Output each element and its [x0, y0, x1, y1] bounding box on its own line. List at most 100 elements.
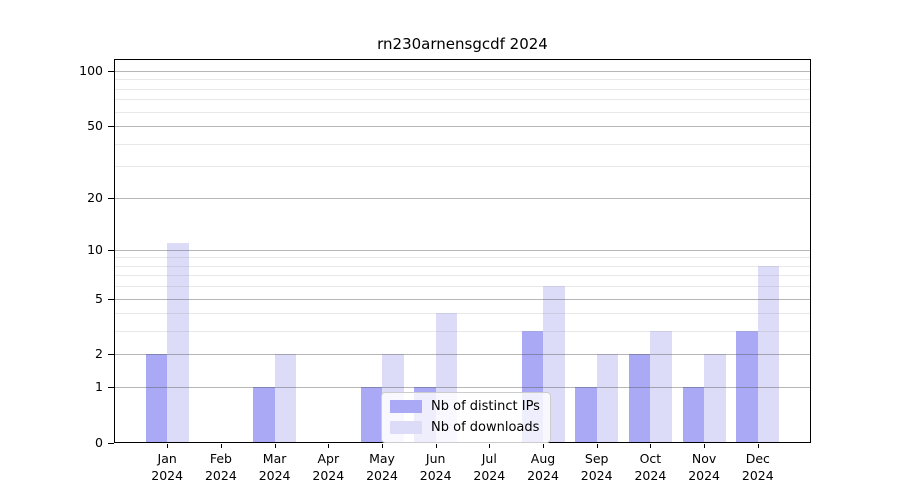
y-tick-label-5: 5 [95, 290, 103, 306]
gridline-minor-90 [114, 79, 811, 81]
x-tick-aug [543, 444, 544, 448]
x-tick-label-year-mar: 2024 [258, 467, 291, 483]
ips-bar-dec [736, 331, 758, 443]
x-tick-label-year-nov: 2024 [688, 467, 720, 483]
x-tick-jun [435, 444, 437, 448]
x-tick-label-month-feb: Feb [209, 451, 232, 466]
x-tick-mar [274, 444, 276, 448]
gridline-minor-3 [114, 331, 811, 333]
x-tick-label-year-oct: 2024 [634, 467, 667, 483]
x-tick-label-month-aug: Aug [530, 451, 556, 466]
y-tick-0 [108, 443, 114, 444]
y-tick-10 [108, 249, 114, 251]
x-tick-label-mar: Mar 2024 [245, 451, 305, 484]
x-tick-label-nov: Nov 2024 [674, 451, 734, 484]
y-tick-20 [108, 197, 114, 199]
x-tick-may [382, 444, 383, 448]
gridline-minor-8 [114, 265, 811, 267]
x-tick-label-month-jan: Jan [157, 451, 177, 466]
x-tick-sep [596, 444, 598, 448]
gridline-minor-6 [114, 286, 811, 288]
x-tick-label-dec: Dec 2024 [728, 451, 788, 484]
x-tick-label-sep: Sep 2024 [567, 451, 627, 484]
x-tick-label-year-apr: 2024 [312, 467, 345, 483]
y-tick-50 [108, 126, 114, 127]
x-tick-label-year-dec: 2024 [741, 467, 774, 483]
downloads-bar-mar [274, 354, 297, 443]
x-tick-oct [650, 444, 652, 448]
gridline-major-100 [114, 70, 811, 72]
y-tick-5 [108, 298, 114, 300]
gridline-major-1 [114, 387, 811, 389]
y-tick-label-1: 1 [95, 379, 103, 395]
ips-bar-oct [629, 354, 651, 443]
x-tick-label-month-nov: Nov [691, 451, 717, 466]
gridline-major-20 [114, 197, 811, 199]
ips-bar-mar [253, 387, 275, 443]
x-tick-label-month-may: May [369, 451, 395, 466]
x-tick-label-year-feb: 2024 [204, 467, 237, 483]
gridline-major-50 [114, 126, 811, 127]
x-tick-label-oct: Oct 2024 [620, 451, 680, 484]
downloads-bar-dec [757, 265, 780, 443]
gridline-minor-70 [114, 99, 811, 101]
x-tick-label-month-sep: Sep [584, 451, 609, 466]
downloads-bar-oct [650, 331, 672, 443]
x-tick-label-jul: Jul 2024 [459, 451, 519, 484]
x-tick-label-year-may: 2024 [366, 467, 398, 483]
legend-label-downloads: Nb of downloads [431, 420, 540, 435]
gridline-major-5 [114, 298, 811, 300]
plot-area [114, 59, 811, 443]
x-tick-feb [220, 444, 222, 448]
x-tick-label-year-aug: 2024 [527, 467, 559, 483]
gridline-minor-40 [114, 143, 811, 145]
y-tick-2 [108, 354, 114, 356]
x-tick-apr [328, 444, 330, 448]
gridline-minor-80 [114, 88, 811, 90]
y-tick-label-20: 20 [87, 189, 103, 205]
ips-bar-sep [575, 387, 597, 443]
x-tick-label-aug: Aug 2024 [513, 451, 573, 484]
x-tick-jul [489, 444, 491, 448]
y-tick-label-2: 2 [95, 346, 103, 362]
legend-swatch-distinct-ips [390, 400, 422, 413]
legend-item-downloads: Nb of downloads [390, 420, 540, 435]
x-tick-label-year-jun: 2024 [419, 467, 452, 483]
x-tick-label-year-jan: 2024 [151, 467, 184, 483]
downloads-bar-nov [704, 354, 726, 443]
ips-bar-may [360, 387, 382, 443]
legend-label-distinct-ips: Nb of distinct IPs [431, 399, 540, 414]
x-tick-label-apr: Apr 2024 [298, 451, 358, 484]
y-tick-label-50: 50 [87, 118, 103, 133]
downloads-bar-sep [596, 354, 619, 443]
gridline-minor-30 [114, 166, 811, 168]
gridline-minor-9 [114, 257, 811, 259]
x-tick-label-month-jul: Jul [481, 451, 497, 466]
x-tick-label-year-sep: 2024 [580, 467, 613, 483]
ips-bar-jan [145, 354, 168, 443]
gridline-major-2 [114, 354, 811, 356]
y-tick-label-100: 100 [79, 62, 103, 78]
x-tick-label-may: May 2024 [352, 451, 412, 484]
x-tick-dec [757, 444, 759, 448]
legend: Nb of distinct IPs Nb of downloads [381, 392, 551, 443]
y-tick-1 [108, 387, 114, 389]
gridline-minor-7 [114, 275, 811, 277]
x-tick-label-feb: Feb 2024 [191, 451, 251, 484]
x-tick-nov [704, 444, 706, 448]
gridline-major-10 [114, 249, 811, 251]
x-tick-label-month-jun: Jun [425, 451, 446, 466]
legend-swatch-downloads [390, 421, 422, 434]
gridline-minor-4 [114, 313, 811, 315]
x-tick-label-jan: Jan 2024 [137, 451, 197, 484]
x-tick-label-jun: Jun 2024 [406, 451, 466, 484]
ips-bar-nov [682, 387, 705, 443]
chart-title: rn230arnensgcdf 2024 [377, 35, 548, 53]
x-tick-label-month-apr: Apr [317, 451, 340, 466]
y-tick-100 [108, 70, 114, 72]
y-tick-label-0: 0 [95, 435, 103, 450]
x-tick-label-year-jul: 2024 [473, 467, 506, 483]
x-tick-label-month-oct: Oct [639, 451, 662, 466]
y-tick-label-10: 10 [87, 241, 103, 257]
